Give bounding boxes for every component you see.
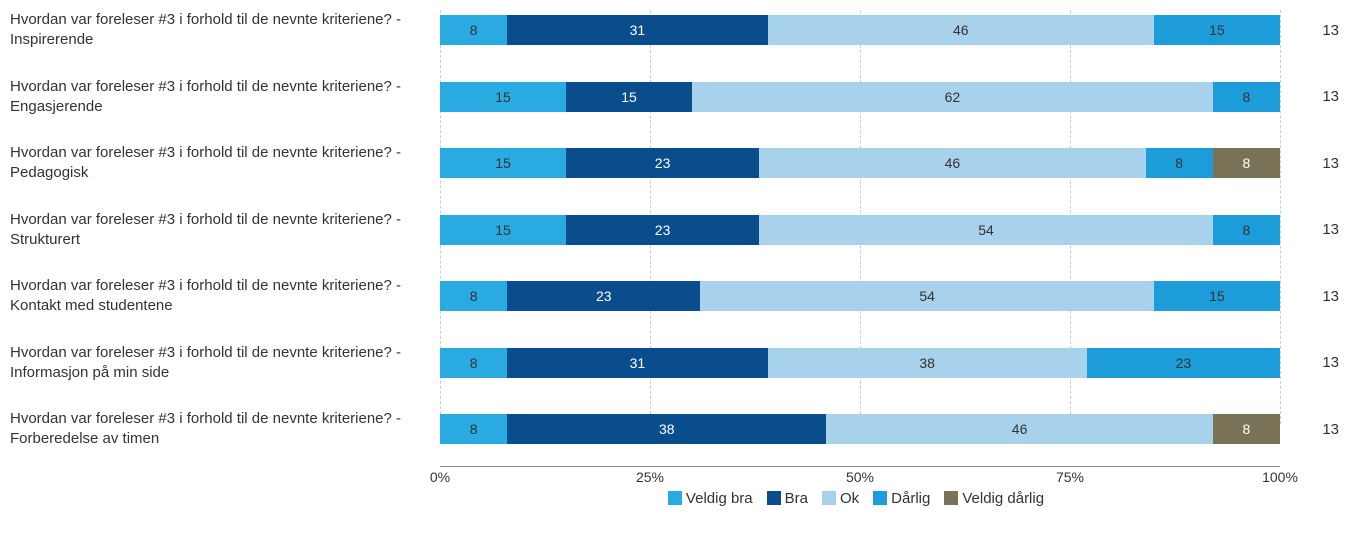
legend-label: Dårlig [891,490,930,507]
bar-segment: 54 [759,215,1213,245]
row-count: 13 [1280,288,1339,305]
legend-swatch [944,491,958,505]
legend-item: Dårlig [873,490,930,507]
row-count: 13 [1280,221,1339,238]
bar-area: 15234688 [440,148,1280,178]
row-count: 13 [1280,155,1339,172]
legend-swatch [873,491,887,505]
bar-segment: 8 [440,348,507,378]
row-label: Hvordan var foreleser #3 i forhold til d… [10,10,440,51]
legend-label: Veldig bra [686,490,753,507]
bar-segment: 23 [507,281,700,311]
bar-segment: 46 [826,414,1212,444]
bar-segment: 38 [768,348,1087,378]
survey-chart: Hvordan var foreleser #3 i forhold til d… [10,10,1339,507]
chart-body: Hvordan var foreleser #3 i forhold til d… [10,10,1339,486]
x-axis: 0%25%50%75%100% [440,466,1280,486]
legend-label: Ok [840,490,859,507]
bar-segment: 15 [566,82,692,112]
chart-row: Hvordan var foreleser #3 i forhold til d… [10,276,1339,317]
bar-segment: 8 [1213,215,1280,245]
axis-tick: 25% [636,469,664,485]
bar-segment: 15 [1154,15,1280,45]
bar-segment: 38 [507,414,826,444]
bar-segment: 15 [1154,281,1280,311]
row-label: Hvordan var foreleser #3 i forhold til d… [10,77,440,118]
bar-segment: 8 [1213,148,1280,178]
legend-label: Bra [785,490,808,507]
legend-swatch [822,491,836,505]
row-count: 13 [1280,354,1339,371]
bar-segment: 8 [440,281,507,311]
bar-segment: 15 [440,148,566,178]
legend-item: Veldig bra [668,490,753,507]
bar-area: 8314615 [440,15,1280,45]
legend-label: Veldig dårlig [962,490,1044,507]
row-label: Hvordan var foreleser #3 i forhold til d… [10,343,440,384]
legend: Veldig bra Bra Ok Dårlig Veldig dårlig [440,490,1280,507]
axis-tick: 75% [1056,469,1084,485]
row-label: Hvordan var foreleser #3 i forhold til d… [10,276,440,317]
chart-row: Hvordan var foreleser #3 i forhold til d… [10,10,1339,51]
row-count: 13 [1280,22,1339,39]
axis-tick: 50% [846,469,874,485]
legend-swatch [668,491,682,505]
bar-segment: 23 [566,148,759,178]
bar-segment: 54 [700,281,1154,311]
legend-swatch [767,491,781,505]
chart-row: Hvordan var foreleser #3 i forhold til d… [10,210,1339,251]
axis-tick: 100% [1262,469,1298,485]
row-label: Hvordan var foreleser #3 i forhold til d… [10,143,440,184]
axis-row: 0% 25% 50% 75% 100% [10,466,1339,486]
bar-segment: 8 [1213,82,1280,112]
legend-item: Veldig dårlig [944,490,1044,507]
bar-segment: 8 [440,414,507,444]
row-count: 13 [1280,88,1339,105]
bar-area: 838468 [440,414,1280,444]
bar-area: 1523548 [440,215,1280,245]
bar-area: 1515628 [440,82,1280,112]
legend-item: Ok [822,490,859,507]
bar-segment: 15 [440,82,566,112]
chart-row: Hvordan var foreleser #3 i forhold til d… [10,77,1339,118]
bar-segment: 15 [440,215,566,245]
bar-segment: 62 [692,82,1213,112]
chart-row: Hvordan var foreleser #3 i forhold til d… [10,343,1339,384]
bar-segment: 8 [1213,414,1280,444]
bar-area: 8313823 [440,348,1280,378]
bar-area: 8235415 [440,281,1280,311]
bar-segment: 46 [759,148,1145,178]
bar-segment: 23 [1087,348,1280,378]
bar-segment: 8 [440,15,507,45]
axis-tick: 0% [430,469,450,485]
row-count: 13 [1280,421,1339,438]
row-label: Hvordan var foreleser #3 i forhold til d… [10,210,440,251]
chart-row: Hvordan var foreleser #3 i forhold til d… [10,409,1339,450]
legend-item: Bra [767,490,808,507]
bar-segment: 46 [768,15,1154,45]
chart-row: Hvordan var foreleser #3 i forhold til d… [10,143,1339,184]
row-label: Hvordan var foreleser #3 i forhold til d… [10,409,440,450]
bar-segment: 8 [1146,148,1213,178]
bar-segment: 31 [507,348,767,378]
bar-segment: 31 [507,15,767,45]
bar-segment: 23 [566,215,759,245]
